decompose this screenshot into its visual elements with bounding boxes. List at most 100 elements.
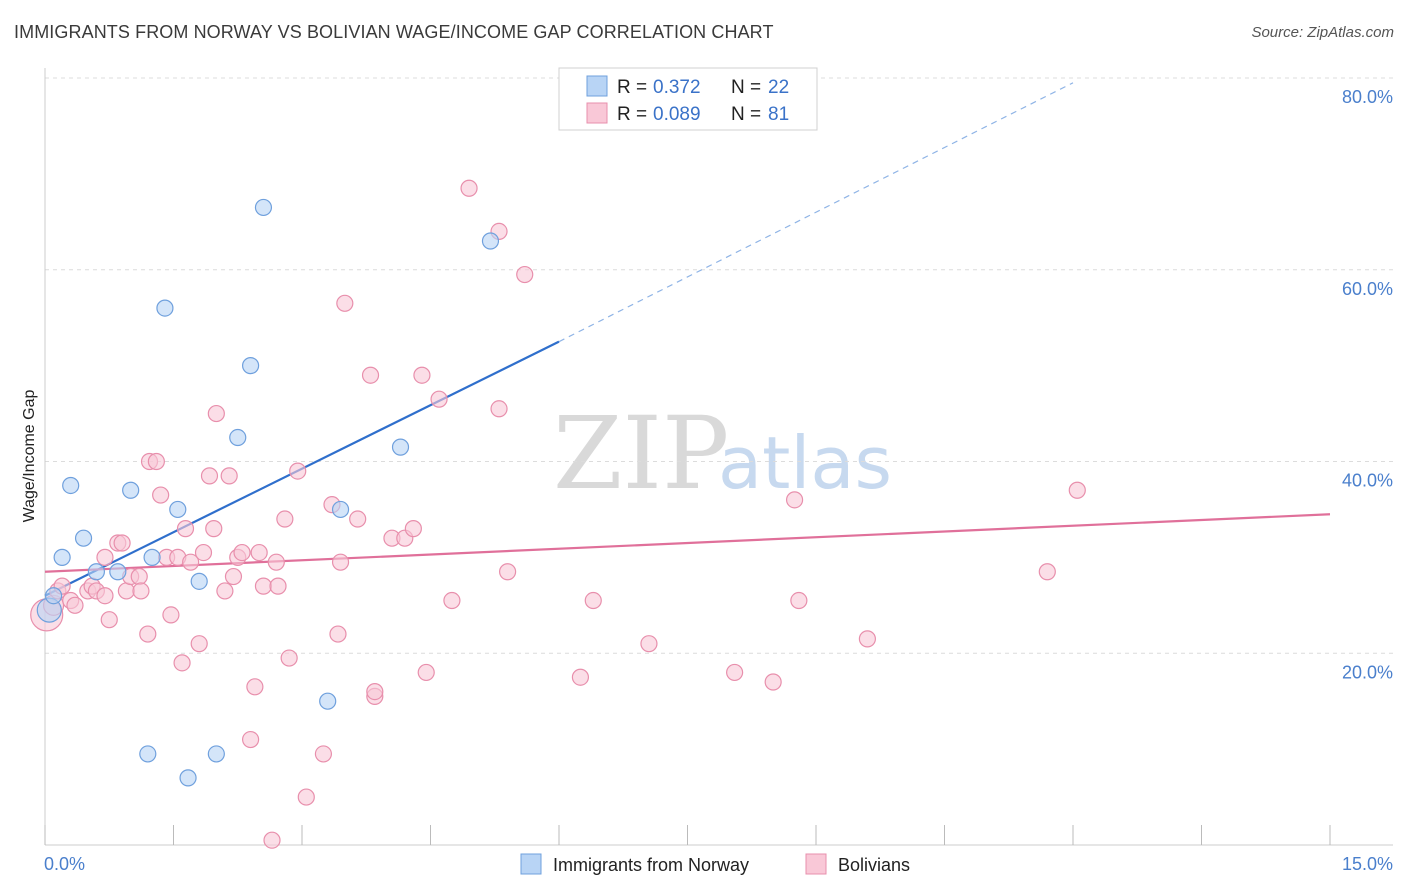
bolivian-point bbox=[220, 467, 238, 485]
bolivian-point bbox=[858, 630, 877, 648]
bolivians-n-value: 81 bbox=[768, 104, 789, 125]
bolivian-point bbox=[499, 563, 517, 581]
bolivian-point bbox=[66, 596, 84, 614]
bolivians-legend-swatch bbox=[586, 102, 608, 124]
norway-point bbox=[190, 572, 208, 590]
bolivian-point bbox=[361, 366, 380, 384]
bolivian-point bbox=[790, 591, 808, 610]
norway-point bbox=[74, 529, 93, 547]
norway-point bbox=[229, 428, 247, 447]
bolivian-point bbox=[190, 635, 208, 653]
bolivian-point bbox=[413, 366, 431, 384]
watermark-atlas: atlas bbox=[718, 421, 892, 505]
bolivian-point bbox=[139, 625, 157, 643]
bolivian-point bbox=[162, 606, 180, 624]
data-points bbox=[30, 179, 1086, 849]
bolivian-point bbox=[1068, 481, 1086, 499]
bolivian-point bbox=[417, 663, 435, 682]
norway-point bbox=[481, 232, 500, 250]
axis-ticks: 20.0% 40.0% 60.0% 80.0% 0.0% 15.0% bbox=[44, 87, 1393, 874]
norway-point bbox=[62, 476, 80, 495]
bolivians-r-value: 0.089 bbox=[653, 104, 701, 125]
bolivian-point bbox=[785, 491, 804, 509]
norway-point bbox=[139, 745, 157, 763]
bolivian-point bbox=[460, 179, 478, 197]
norway-point bbox=[331, 500, 350, 519]
norway-point bbox=[87, 563, 106, 581]
norway-point bbox=[109, 563, 127, 581]
bolivian-point bbox=[182, 553, 200, 571]
bolivian-point bbox=[147, 452, 165, 471]
trend-lines bbox=[44, 82, 1331, 597]
bolivian-point bbox=[207, 404, 225, 423]
norway-series-label: Immigrants from Norway bbox=[553, 855, 749, 875]
bolivian-point bbox=[404, 520, 422, 538]
bolivian-point bbox=[584, 591, 602, 610]
norway-trend-extension bbox=[558, 82, 1074, 343]
bolivian-point bbox=[130, 567, 148, 586]
bolivian-point bbox=[96, 587, 114, 605]
x-tick-label: 0.0% bbox=[44, 854, 85, 874]
bolivian-point bbox=[289, 462, 307, 480]
norway-n-label: N = bbox=[731, 77, 761, 98]
series-legend: Immigrants from Norway Bolivians bbox=[520, 853, 910, 875]
bolivian-point bbox=[194, 543, 213, 562]
norway-point bbox=[242, 357, 260, 375]
x-tick-label: 15.0% bbox=[1342, 854, 1393, 874]
bolivian-point bbox=[263, 831, 281, 849]
bolivian-point bbox=[224, 567, 243, 586]
bolivian-point bbox=[96, 548, 114, 566]
y-tick-label: 20.0% bbox=[1342, 662, 1393, 682]
norway-series-swatch bbox=[520, 853, 542, 875]
bolivian-point bbox=[254, 577, 273, 595]
bolivian-point bbox=[152, 486, 170, 504]
norway-n-value: 22 bbox=[768, 77, 789, 98]
stats-legend: R = 0.372 N = 22 R = 0.089 N = 81 bbox=[558, 67, 818, 131]
bolivian-point bbox=[571, 668, 590, 686]
norway-point bbox=[169, 500, 187, 519]
bolivian-point bbox=[314, 745, 333, 763]
bolivian-point bbox=[117, 582, 135, 600]
bolivian-point bbox=[726, 663, 744, 682]
norway-point bbox=[179, 769, 197, 787]
bolivian-point bbox=[246, 678, 264, 696]
bolivian-point bbox=[100, 611, 118, 629]
bolivians-trend-line bbox=[44, 513, 1331, 573]
norway-point bbox=[53, 548, 71, 566]
bolivian-point bbox=[331, 553, 350, 571]
bolivian-point bbox=[764, 673, 782, 691]
norway-point bbox=[156, 299, 174, 317]
bolivian-point bbox=[276, 510, 294, 528]
bolivian-point bbox=[173, 654, 191, 672]
bolivians-n-label: N = bbox=[731, 104, 761, 125]
y-tick-label: 40.0% bbox=[1342, 471, 1393, 491]
norway-r-value: 0.372 bbox=[653, 77, 701, 98]
bolivians-series-label: Bolivians bbox=[838, 855, 910, 875]
bolivian-point bbox=[269, 577, 287, 595]
bolivian-point bbox=[233, 543, 251, 562]
bolivian-point bbox=[267, 553, 285, 571]
bolivian-point bbox=[242, 730, 260, 749]
source-label: Source: ZipAtlas.com bbox=[1251, 24, 1394, 41]
grid-lines bbox=[45, 77, 1393, 654]
norway-point bbox=[319, 692, 337, 710]
bolivian-point bbox=[443, 591, 461, 610]
norway-point bbox=[391, 438, 410, 456]
bolivians-r-label: R = bbox=[617, 104, 647, 125]
bolivian-point bbox=[366, 682, 384, 701]
bolivian-point bbox=[280, 649, 298, 667]
bolivian-point bbox=[216, 582, 234, 600]
watermark-zip: ZIP bbox=[553, 395, 729, 512]
norway-point bbox=[122, 481, 140, 499]
bolivian-point bbox=[113, 534, 131, 552]
norway-point bbox=[44, 587, 63, 605]
bolivian-point bbox=[205, 520, 223, 538]
bolivian-point bbox=[176, 520, 195, 538]
bolivian-point bbox=[640, 635, 658, 653]
bolivian-point bbox=[297, 788, 315, 806]
chart-title: IMMIGRANTS FROM NORWAY VS BOLIVIAN WAGE/… bbox=[14, 22, 774, 42]
y-tick-label: 60.0% bbox=[1342, 279, 1393, 299]
norway-point bbox=[254, 198, 273, 217]
bolivian-point bbox=[200, 467, 219, 485]
